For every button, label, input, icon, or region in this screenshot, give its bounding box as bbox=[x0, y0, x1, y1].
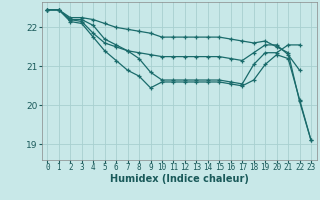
X-axis label: Humidex (Indice chaleur): Humidex (Indice chaleur) bbox=[110, 174, 249, 184]
